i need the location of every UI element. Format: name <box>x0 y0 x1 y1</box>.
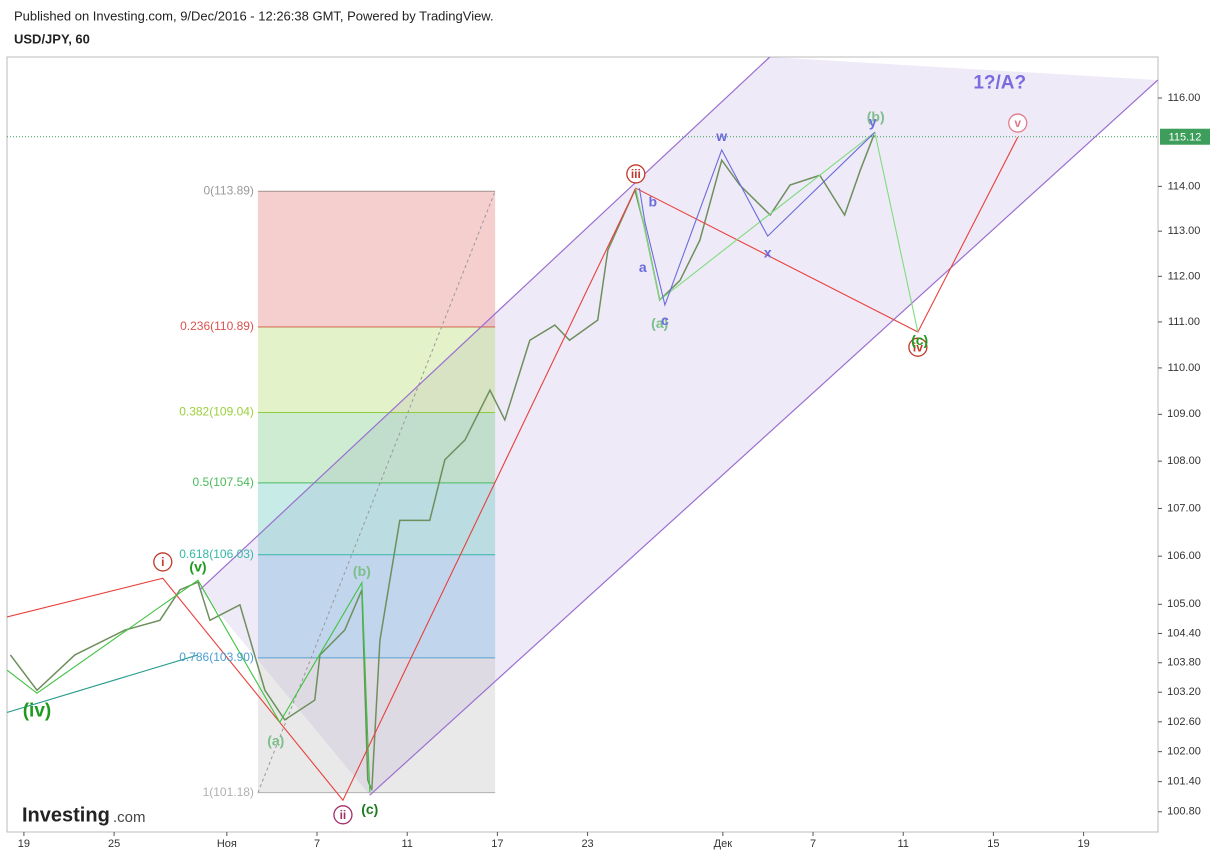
wave-label: b <box>648 194 657 210</box>
y-tick-label: 113.00 <box>1168 225 1201 237</box>
wave-label-circle <box>1008 113 1028 133</box>
channel-fill <box>199 57 1158 796</box>
wave-label: c <box>661 312 669 328</box>
wave-label-circle <box>626 164 646 184</box>
y-tick-label: 103.20 <box>1167 686 1201 698</box>
fib-level-label: 0.382(109.04) <box>179 405 254 419</box>
wave-label: x <box>764 245 772 261</box>
wave-label: iv <box>913 340 923 354</box>
wave-label: (iv) <box>23 700 52 721</box>
axes: 116.00 114.00 113.00 112.00 111.00 110.00 109.… <box>18 92 1210 850</box>
plot-frame <box>6 56 1159 833</box>
wave-label: a <box>639 259 647 275</box>
x-tick-label: 15 <box>987 838 999 850</box>
y-tick-label: 111.00 <box>1168 316 1200 328</box>
y-tick-label: 112.00 <box>1168 270 1201 282</box>
wave-line <box>635 131 919 333</box>
wave-label: (a) <box>651 315 668 331</box>
y-tick-label: 100.80 <box>1167 806 1201 818</box>
fib-level-label: 0(113.89) <box>203 183 253 197</box>
plot-area <box>7 57 1158 802</box>
fib-level-label: 0.618(106.03) <box>179 547 254 561</box>
y-tick-label: 109.00 <box>1167 408 1201 420</box>
last-price-box <box>1160 128 1210 145</box>
wave-line <box>7 579 371 793</box>
y-tick-label: 102.00 <box>1167 746 1201 758</box>
wave-line <box>7 654 199 713</box>
fib-zone <box>257 554 496 658</box>
wave-label: (c) <box>361 801 378 817</box>
x-tick-label: Дек <box>714 838 733 850</box>
wave-line <box>7 136 1019 802</box>
x-tick-label: Ноя <box>217 838 237 850</box>
logo-suffix: .com <box>113 809 146 826</box>
fib-zone <box>257 191 496 327</box>
logo: Investing .com <box>22 804 146 826</box>
fib-level-label: 0.5(107.54) <box>193 475 254 489</box>
fib-zone <box>257 412 496 483</box>
y-tick-label: 110.00 <box>1168 362 1201 374</box>
wave-label: (v) <box>189 558 206 574</box>
y-tick-label: 106.00 <box>1167 550 1201 562</box>
wave-label: 1?/A? <box>973 72 1026 93</box>
wave-label: y <box>869 113 877 129</box>
price-line <box>9 134 875 791</box>
x-tick-label: 11 <box>401 838 412 850</box>
symbol: USD/JPY, 60 <box>14 31 90 46</box>
wave-label: v <box>1014 116 1021 130</box>
fib-zone <box>257 657 496 793</box>
wave-label: (b) <box>353 563 371 579</box>
wave-line <box>638 131 876 307</box>
y-tick-label: 114.00 <box>1168 180 1201 192</box>
wave-label-circle <box>908 337 928 357</box>
fib-zone <box>257 326 496 413</box>
fib-level-label: 0.236(110.89) <box>180 319 254 333</box>
wave-label: iii <box>631 167 641 181</box>
y-tick-label: 101.40 <box>1167 776 1201 788</box>
wave-label: ii <box>340 808 347 822</box>
x-tick-label: 17 <box>491 838 503 850</box>
x-tick-label: 19 <box>18 838 30 850</box>
last-price-label: 115.12 <box>1169 132 1202 144</box>
wave-label-circle <box>333 805 353 825</box>
logo-name: Investing <box>22 804 110 826</box>
wave-label: (a) <box>267 732 284 748</box>
y-tick-label: 103.80 <box>1167 657 1201 669</box>
y-tick-label: 108.00 <box>1167 455 1201 467</box>
x-tick-label: 19 <box>1077 838 1089 850</box>
y-tick-label: 107.00 <box>1167 502 1201 514</box>
x-tick-label: 23 <box>581 838 593 850</box>
fib-zone <box>257 482 496 555</box>
wave-label-circle <box>153 552 173 572</box>
wave-label: (b) <box>867 109 885 125</box>
x-tick-label: 7 <box>810 838 816 850</box>
channel-line <box>199 57 771 591</box>
x-tick-label: 11 <box>898 838 909 850</box>
y-tick-label: 105.00 <box>1167 598 1201 610</box>
published-note: Published on Investing.com, 9/Dec/2016 -… <box>14 8 494 23</box>
y-tick-label: 116.00 <box>1168 92 1201 104</box>
fib-level-label: 1(101.18) <box>203 785 254 799</box>
wave-label: (c) <box>911 332 928 348</box>
x-tick-label: 25 <box>108 838 120 850</box>
channel-line <box>369 79 1158 796</box>
wave-label: w <box>715 128 727 144</box>
x-tick-label: 7 <box>314 838 320 850</box>
wave-label: i <box>161 555 164 569</box>
y-tick-label: 104.40 <box>1167 627 1201 639</box>
fib-level-label: 0.786(103.90) <box>179 650 254 664</box>
y-tick-label: 102.60 <box>1167 716 1201 728</box>
